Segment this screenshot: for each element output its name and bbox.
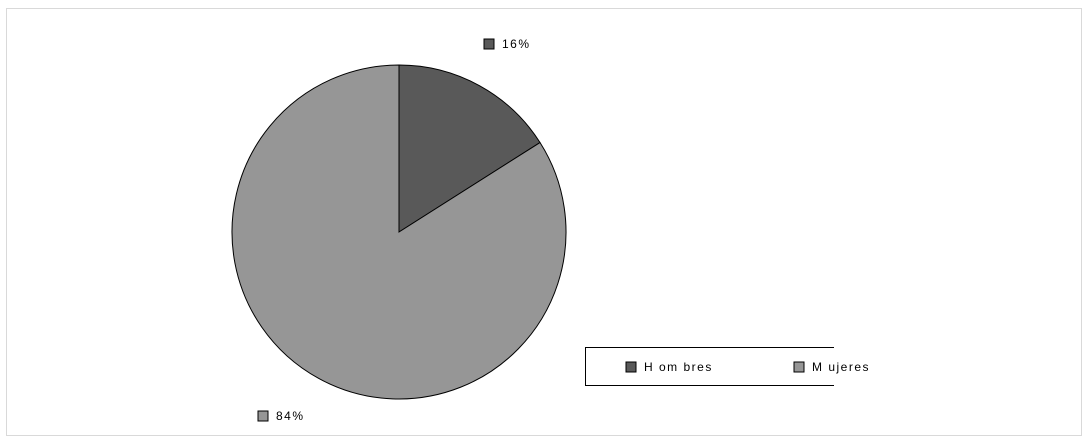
legend-border — [585, 347, 834, 386]
legend-swatch-hombres — [625, 361, 637, 373]
data-label-hombres: 16% — [483, 37, 531, 51]
legend-label-hombres: H om bres — [644, 360, 713, 374]
data-label-mujeres: 84% — [257, 409, 305, 423]
data-label-swatch-mujeres — [257, 410, 269, 422]
legend: H om bres M ujeres — [585, 347, 870, 386]
legend-item-hombres: H om bres — [625, 360, 713, 374]
data-label-swatch-hombres — [483, 38, 495, 50]
pie-slice-hombres — [398, 64, 541, 233]
legend-item-mujeres: M ujeres — [793, 360, 870, 374]
data-label-text-mujeres: 84% — [276, 409, 305, 423]
legend-swatch-mujeres — [793, 361, 805, 373]
pie-slices — [231, 64, 567, 400]
pie-slice-mujeres — [231, 64, 567, 400]
data-label-text-hombres: 16% — [502, 37, 531, 51]
data-labels: 16% 84% — [257, 37, 531, 423]
legend-label-mujeres: M ujeres — [812, 360, 870, 374]
